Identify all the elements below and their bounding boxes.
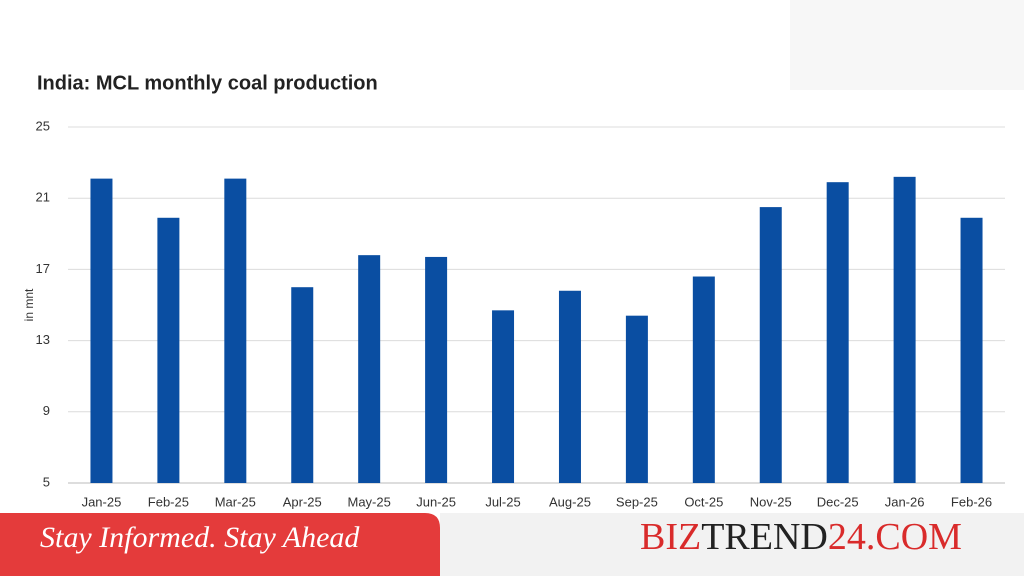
tagline-bg: [0, 513, 440, 576]
x-tick-label: Apr-25: [283, 494, 322, 509]
bar: [90, 178, 113, 483]
bar: [224, 178, 247, 483]
bar: [759, 207, 782, 483]
x-tick-label: Aug-25: [549, 494, 591, 509]
x-tick-label: Nov-25: [750, 494, 792, 509]
bar: [692, 276, 715, 483]
x-tick-label: Oct-25: [684, 494, 723, 509]
y-tick-label: 9: [43, 403, 50, 418]
brand: BIZTREND24.COM: [640, 516, 962, 558]
bar: [826, 182, 849, 483]
brand-part: 24.COM: [828, 516, 962, 558]
chart-title: India: MCL monthly coal production: [37, 72, 378, 94]
brand-part: BIZ: [640, 516, 701, 558]
y-tick-label: 25: [36, 118, 50, 133]
bar: [492, 310, 515, 483]
bar: [893, 176, 916, 483]
y-tick-label: 13: [36, 332, 50, 347]
x-tick-label: May-25: [347, 494, 390, 509]
bar: [358, 255, 381, 483]
plot: 5 9 13 17 21 25 Jan-25 Feb-25 Mar-25 Apr-25 May-25…: [36, 118, 1005, 509]
y-tick-label: 5: [43, 474, 50, 489]
y-axis-label: in mnt: [22, 288, 36, 321]
y-tick-label: 21: [36, 190, 50, 205]
bar: [291, 287, 314, 483]
bar: [960, 217, 983, 483]
x-tick-label: Mar-25: [215, 494, 256, 509]
x-tick-label: Jul-25: [485, 494, 520, 509]
bar: [425, 256, 448, 483]
x-tick-label: Dec-25: [817, 494, 859, 509]
x-tick-label: Feb-25: [148, 494, 189, 509]
x-tick-label: Jan-26: [885, 494, 925, 509]
tagline: Stay Informed. Stay Ahead: [40, 521, 360, 554]
x-tick-label: Jan-25: [82, 494, 122, 509]
x-tick-label: Sep-25: [616, 494, 658, 509]
footer-bg: [440, 513, 1024, 576]
bar: [558, 290, 581, 483]
y-tick-label: 17: [36, 261, 50, 276]
x-tick-label: Feb-26: [951, 494, 992, 509]
bar: [157, 217, 180, 483]
brand-part: TREND: [701, 516, 828, 558]
bar: [625, 315, 648, 483]
x-tick-label: Jun-25: [416, 494, 456, 509]
corner-shade: [790, 0, 1024, 90]
